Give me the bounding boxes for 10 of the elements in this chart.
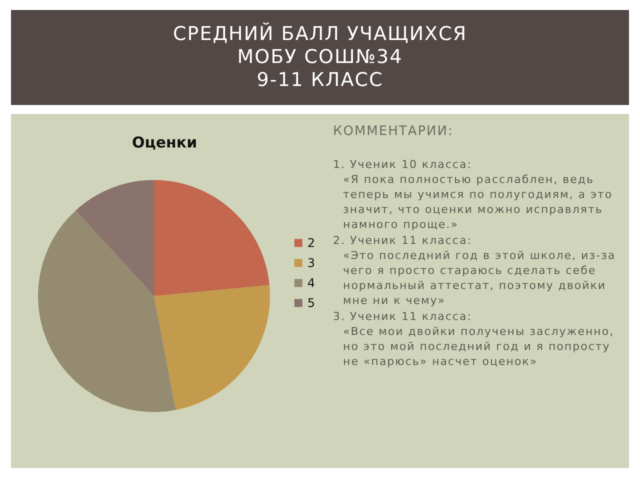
legend-label: 4 <box>307 276 316 290</box>
chart-subtitle: Оценки <box>132 134 198 152</box>
chart-title: СРЕДНИЙ БАЛЛ УЧАЩИХСЯ МОБУ СОШ№34 9-11 КЛАСС <box>11 10 629 105</box>
text: 3. Ученик 11 класса: «Все мои двойки получены заслуженно, но это мой последний год и я попросту не «парюсь» насчет оценок» <box>333 309 616 369</box>
legend-label: 2 <box>307 236 316 250</box>
text: 2. Ученик 11 класса: «Это последний год в этой школе, из-за чего я просто стараюсь сделать себе нормальный аттестат, поэтому двойки мне ни к чему» <box>333 233 617 308</box>
text: КОММЕНТАРИИ: <box>333 124 454 139</box>
text: 1. Ученик 10 класса: «Я пока полностью расслаблен, ведь теперь мы учимся по полугодиям, а это значит, что оценки можно исправлять намного проще.» <box>333 157 614 232</box>
legend-label: 3 <box>307 256 316 270</box>
legend-label: 5 <box>307 296 316 310</box>
